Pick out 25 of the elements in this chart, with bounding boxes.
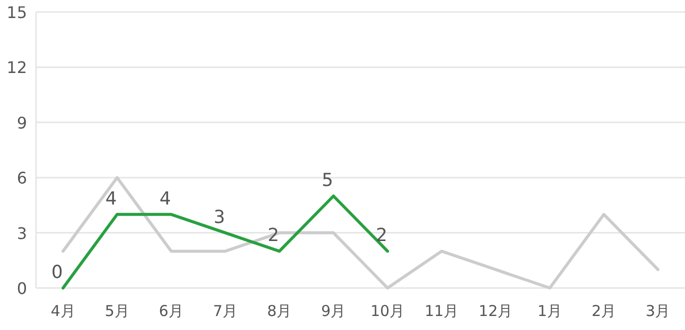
data-label: 3 [214, 206, 226, 228]
y-tick-label: 9 [16, 113, 27, 132]
data-label: 4 [159, 188, 171, 210]
x-tick-label: 8月 [267, 302, 292, 320]
data-label: 4 [105, 188, 117, 210]
y-tick-label: 6 [16, 168, 27, 188]
x-tick-label: 3月 [646, 302, 670, 320]
data-label: 5 [322, 170, 334, 191]
data-label: 2 [268, 225, 280, 246]
x-tick-label: 11月 [424, 302, 459, 320]
y-tick-label: 15 [6, 3, 27, 22]
x-tick-label: 1月 [538, 302, 562, 320]
x-tick-label: 10月 [370, 302, 405, 320]
data-label: 0 [51, 262, 63, 283]
x-tick-label: 7月 [213, 302, 238, 320]
y-tick-label: 3 [16, 224, 27, 243]
data-label: 2 [376, 225, 388, 246]
x-tick-label: 12月 [478, 302, 513, 320]
y-tick-label: 12 [6, 58, 27, 78]
x-tick-label: 9月 [321, 302, 346, 320]
x-tick-label: 2月 [592, 302, 616, 320]
x-tick-label: 5月 [104, 302, 130, 320]
y-tick-label: 0 [16, 279, 27, 298]
x-tick-label: 4月 [50, 302, 76, 320]
x-tick-label: 6月 [158, 302, 184, 320]
